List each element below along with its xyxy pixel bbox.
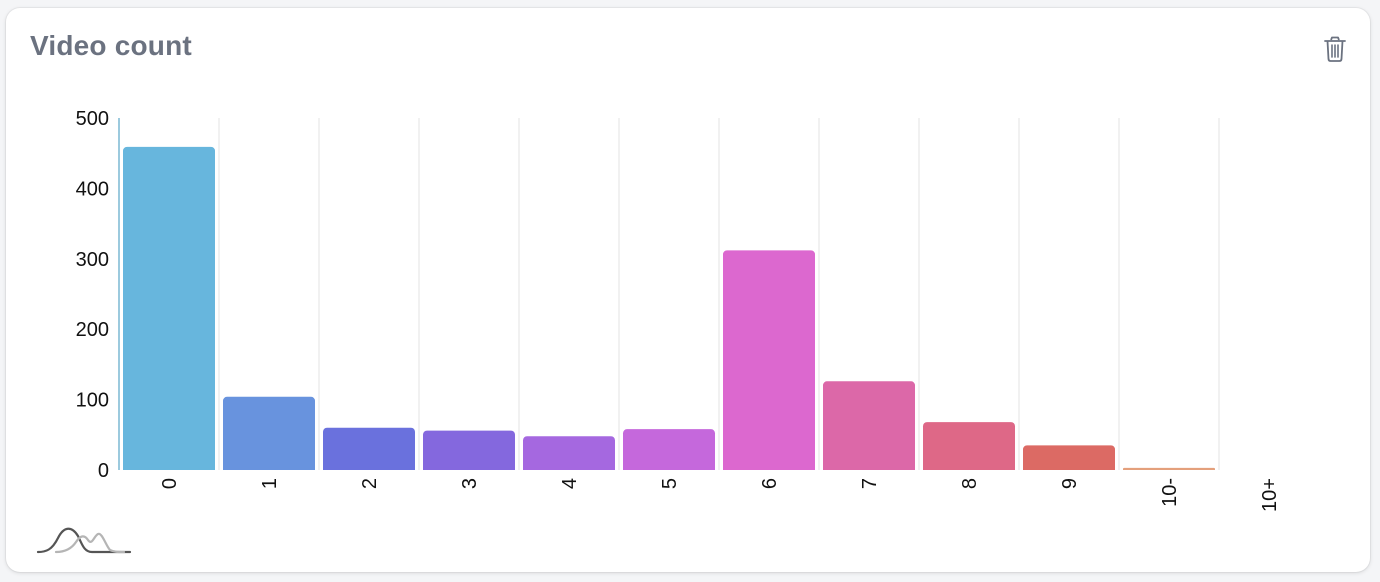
bar-8	[923, 422, 1015, 474]
bar-0	[123, 146, 215, 474]
x-tick-label: 1	[259, 478, 281, 489]
y-tick-label: 100	[76, 390, 109, 412]
bar-7	[823, 381, 915, 474]
x-tick-label: 2	[359, 478, 381, 489]
bar-5	[623, 429, 715, 474]
bar-6	[723, 250, 815, 474]
x-tick-label: 9	[1059, 478, 1081, 489]
x-tick-label: 7	[859, 478, 881, 489]
x-tick-label: 4	[559, 478, 581, 489]
x-tick-label: 8	[959, 478, 981, 489]
y-tick-label: 300	[76, 249, 109, 271]
x-tick-label: 0	[159, 478, 181, 489]
video-count-card: Video count 0 100 200 300 400 500 0 1 2 3 4 5 6 7 8 9 10…	[6, 8, 1370, 572]
x-tick-label: 10+	[1259, 478, 1281, 512]
bar-2	[323, 427, 415, 474]
baseline-mask	[119, 470, 1319, 476]
bar-3	[423, 430, 515, 474]
trash-icon[interactable]	[1320, 34, 1350, 64]
y-tick-label: 500	[76, 108, 109, 130]
x-tick-label: 10-	[1159, 478, 1181, 507]
bar-9	[1023, 445, 1115, 474]
y-tick-label: 0	[98, 460, 109, 482]
x-tick-label: 3	[459, 478, 481, 489]
card-title: Video count	[30, 30, 192, 61]
bar-chart: 0 100 200 300 400 500 0 1 2 3 4 5 6 7 8 9 10- 10+	[76, 108, 1319, 512]
y-tick-label: 400	[76, 178, 109, 200]
bar-4	[523, 436, 615, 474]
y-tick-label: 200	[76, 319, 109, 341]
distribution-curve-icon[interactable]	[36, 522, 132, 556]
x-tick-label: 5	[659, 478, 681, 489]
x-tick-label: 6	[759, 478, 781, 489]
bar-1	[223, 396, 315, 474]
